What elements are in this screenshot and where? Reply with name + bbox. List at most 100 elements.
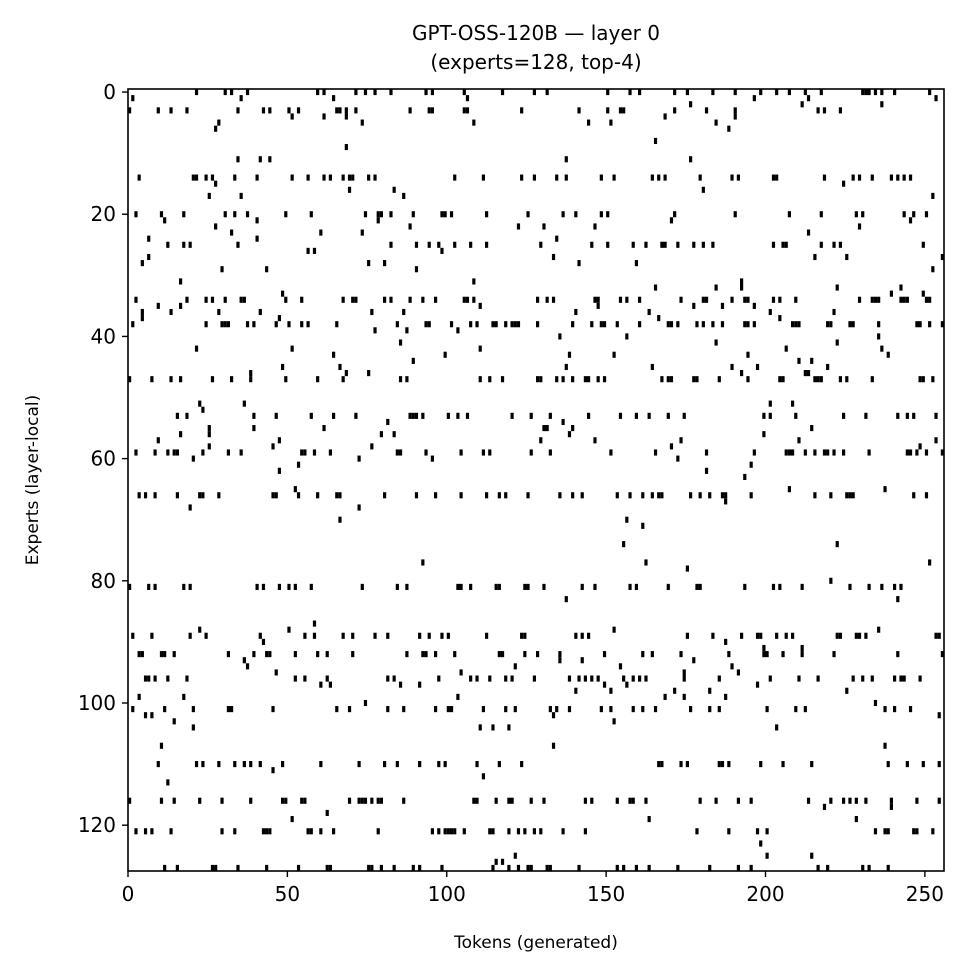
activation-cell	[478, 376, 482, 383]
activation-cell	[625, 681, 629, 688]
activation-cell	[363, 211, 368, 218]
activation-cell	[580, 632, 584, 639]
activation-cell	[810, 357, 814, 364]
activation-cell	[870, 376, 874, 383]
activation-cell	[778, 296, 782, 303]
activation-cell	[787, 449, 791, 456]
activation-cell	[131, 321, 135, 328]
activation-cell	[845, 253, 849, 261]
activation-cell	[147, 235, 151, 242]
activation-cell	[194, 345, 199, 352]
activation-cell	[880, 345, 884, 352]
activation-cell	[510, 412, 514, 419]
activation-cell	[813, 449, 817, 456]
activation-cell	[622, 541, 626, 548]
activation-cell	[137, 693, 141, 700]
activation-cell	[485, 241, 489, 248]
activation-cell	[835, 632, 839, 639]
activation-cell	[743, 321, 747, 328]
activation-cell	[889, 290, 893, 297]
activation-cell	[539, 828, 543, 835]
activation-cell	[889, 174, 893, 181]
activation-cell	[230, 706, 234, 713]
activation-cell	[265, 828, 269, 835]
activation-cell	[351, 174, 355, 181]
activation-cell	[245, 89, 250, 96]
activation-cell	[137, 174, 141, 181]
activation-cell	[733, 89, 737, 96]
activation-cell	[338, 516, 342, 523]
activation-cell	[309, 211, 313, 218]
activation-cell	[233, 761, 237, 768]
activation-cell	[759, 632, 763, 639]
activation-cell	[653, 449, 658, 456]
activation-cell	[210, 174, 215, 181]
activation-cell	[838, 376, 842, 383]
activation-cell	[797, 675, 801, 682]
activation-cell	[204, 174, 208, 181]
activation-cell	[736, 797, 740, 804]
activation-cell	[376, 211, 380, 218]
activation-cell	[265, 651, 269, 658]
activation-cell	[230, 89, 234, 96]
activation-cell	[351, 296, 355, 303]
activation-cell	[749, 492, 753, 499]
activation-cell	[698, 492, 702, 499]
activation-cell	[513, 706, 517, 713]
activation-cell	[679, 437, 683, 444]
activation-cell	[175, 412, 179, 419]
activation-cell	[491, 828, 495, 835]
activation-cell	[220, 321, 224, 328]
activation-cell	[606, 241, 610, 248]
activation-cell	[551, 742, 556, 749]
activation-cell	[249, 370, 253, 377]
activation-cell	[848, 492, 852, 499]
activation-cell	[730, 363, 734, 371]
activation-cell	[740, 632, 744, 639]
activation-cell	[644, 675, 648, 682]
activation-cell	[647, 864, 651, 871]
activation-cell	[861, 211, 865, 218]
activation-cell	[150, 712, 154, 719]
activation-cell	[781, 241, 785, 248]
activation-cell	[736, 669, 740, 676]
activation-cell	[867, 583, 871, 590]
activation-cell	[567, 351, 572, 358]
activation-cell	[673, 687, 677, 694]
activation-cell	[185, 296, 189, 303]
activation-cell	[870, 296, 874, 303]
activation-cell	[915, 797, 919, 804]
activation-cell	[536, 296, 540, 303]
activation-cell	[558, 651, 562, 658]
activation-cell	[701, 186, 705, 193]
activation-cell	[414, 266, 419, 273]
activation-cell	[523, 583, 527, 590]
activation-cell	[446, 632, 450, 639]
activation-cell	[650, 492, 654, 499]
activation-cell	[245, 321, 250, 328]
activation-cell	[660, 376, 664, 383]
activation-cell	[931, 376, 935, 383]
activation-cell	[669, 443, 674, 450]
activation-cell	[383, 260, 387, 267]
activation-cell	[188, 241, 192, 248]
activation-cell	[886, 864, 890, 871]
activation-cell	[845, 492, 849, 499]
activation-cell	[934, 437, 938, 444]
activation-cell	[430, 828, 434, 835]
activation-cell	[529, 797, 533, 804]
activation-cell	[322, 425, 326, 432]
activation-cell	[159, 651, 164, 658]
activation-cell	[532, 828, 536, 835]
activation-cell	[491, 724, 495, 731]
activation-cell	[548, 449, 552, 456]
activation-cell	[453, 174, 457, 181]
activation-cell	[319, 828, 323, 835]
activation-cell	[902, 296, 906, 303]
activation-cell	[695, 321, 699, 328]
activation-cell	[418, 761, 422, 768]
activation-cell	[940, 253, 944, 261]
activation-cell	[421, 559, 425, 566]
activation-cell	[309, 828, 313, 835]
activation-cell	[344, 107, 348, 114]
